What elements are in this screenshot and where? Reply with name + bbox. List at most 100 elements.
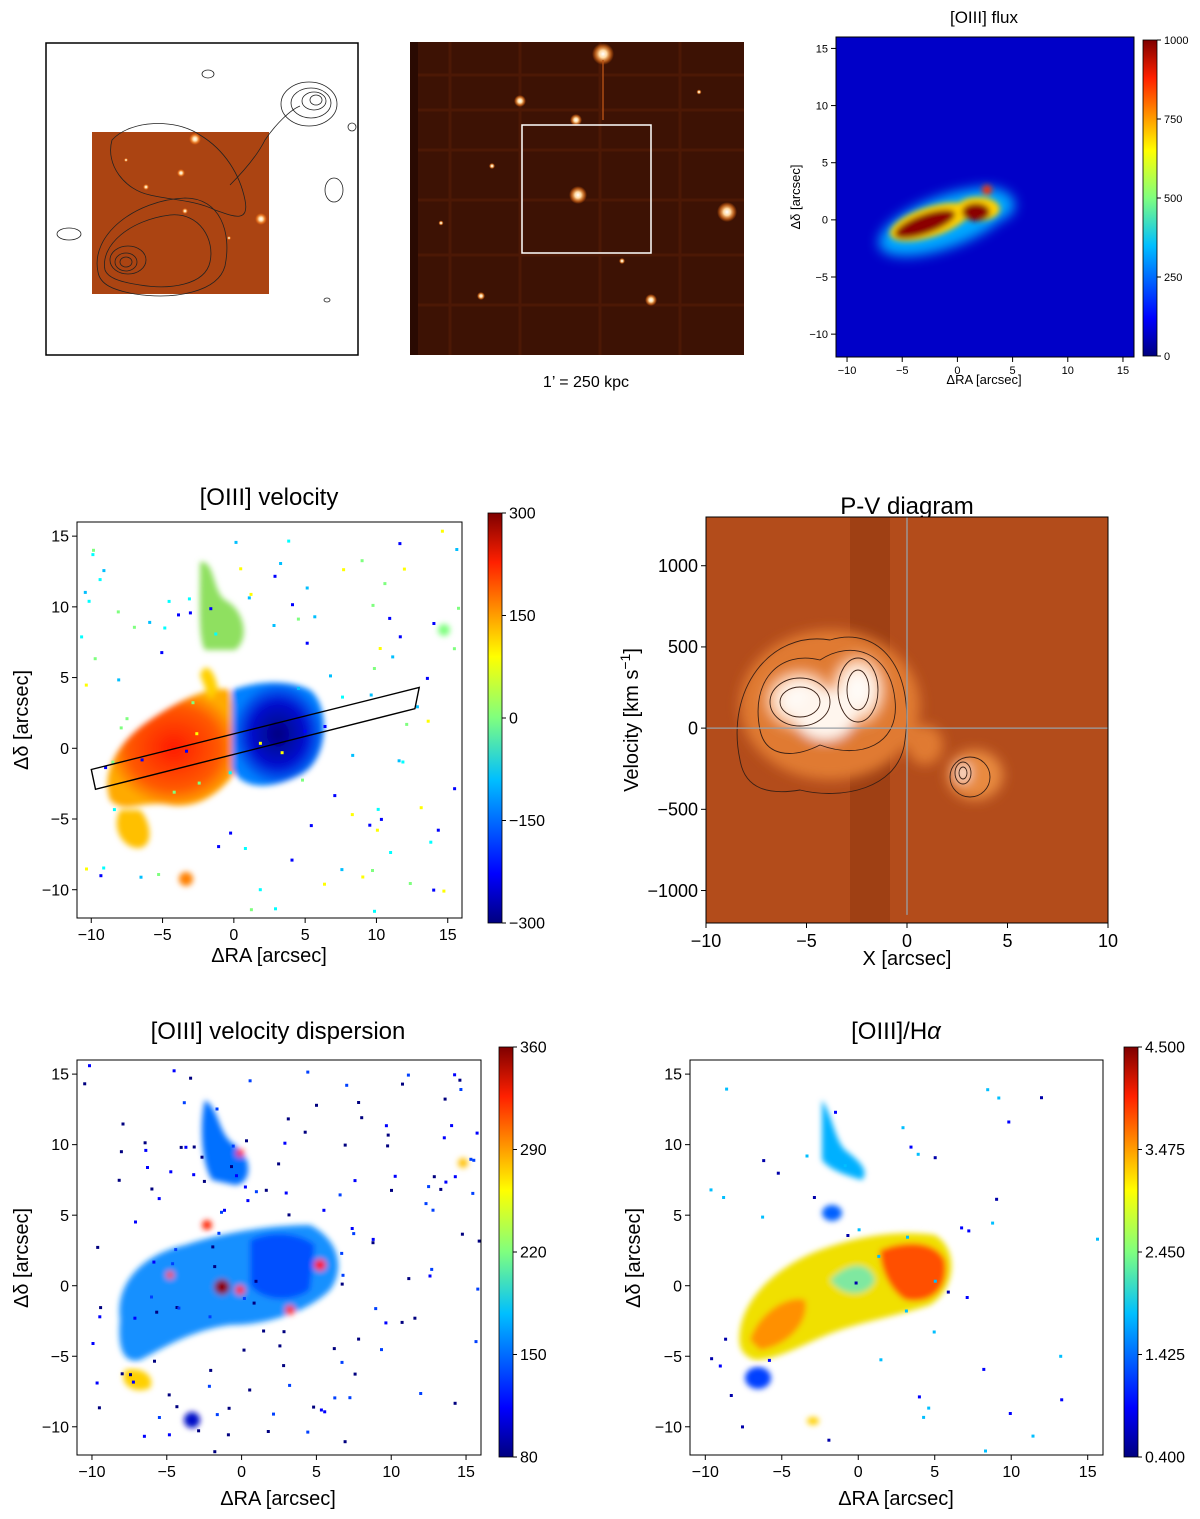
flux-emission — [889, 185, 1000, 242]
x-tick-label: 5 — [930, 1464, 939, 1481]
noise-pixel — [419, 806, 423, 810]
noise-pixel — [442, 889, 446, 893]
noise-pixel — [933, 1279, 937, 1283]
noise-pixel — [854, 1281, 858, 1285]
noise-pixel — [383, 582, 387, 586]
noise-pixel — [386, 1133, 390, 1137]
noise-pixel — [333, 794, 337, 798]
x-tick-label: −5 — [796, 931, 817, 951]
noise-pixel — [209, 607, 213, 611]
noise-pixel — [172, 790, 176, 794]
noise-pixel — [709, 1188, 713, 1192]
noise-pixel — [208, 1315, 212, 1319]
noise-pixel — [217, 845, 221, 849]
noise-pixel — [340, 1360, 344, 1364]
y-tick-label: 15 — [816, 43, 828, 55]
noise-pixel — [323, 882, 326, 886]
x-tick-label: 0 — [854, 1464, 863, 1481]
noise-pixel — [360, 559, 364, 563]
ratio-colorbar-ticks: 0.400 1.425 2.450 3.475 4.500 — [1138, 1040, 1185, 1467]
scale-caption: 1’ = 250 kpc — [543, 374, 629, 391]
x-tick-label: −5 — [896, 365, 909, 377]
noise-pixel — [933, 1156, 937, 1160]
y-tick-label: −5 — [815, 272, 828, 284]
noise-pixel — [340, 1251, 344, 1255]
noise-pixel — [909, 1145, 913, 1149]
noise-pixel — [341, 695, 344, 699]
noise-pixel — [131, 1380, 135, 1384]
slit-outline — [90, 686, 421, 791]
noise-pixel — [272, 1412, 275, 1416]
noise-pixel — [139, 875, 143, 879]
dispersion-title: [OIII] velocity dispersion — [151, 1018, 406, 1045]
noise-pixel — [405, 722, 409, 726]
noise-pixel — [167, 1433, 171, 1437]
ratio-map — [690, 1060, 1103, 1455]
dispersion-frame — [76, 1059, 482, 1456]
noise-pixel — [350, 1227, 354, 1230]
noise-pixel — [725, 1087, 729, 1091]
noise-pixel — [291, 603, 294, 607]
noise-pixel — [287, 1213, 291, 1217]
noise-pixel — [288, 1383, 292, 1387]
ratio-field — [739, 1100, 952, 1425]
y-tick-label: 5 — [60, 1208, 69, 1225]
velocity-ylabel: Δδ [arcsec] — [11, 670, 33, 770]
velocity-ticks: −10 −5 0 5 10 15 −10 −5 0 5 10 15 — [42, 529, 457, 944]
x-tick-label: 0 — [237, 1464, 246, 1481]
velocity-colorbar-ticks: −300 −150 0 150 300 — [502, 506, 545, 933]
star — [570, 114, 582, 126]
noise-pixel — [258, 888, 262, 892]
noise-pixel — [371, 1241, 375, 1245]
star — [569, 186, 587, 204]
noise-pixel — [99, 874, 103, 878]
noise-pixel — [93, 657, 97, 661]
noise-pixel — [322, 1208, 326, 1212]
noise-pixel — [264, 1188, 268, 1192]
dispersion-ylabel: Δδ [arcsec] — [11, 1208, 33, 1308]
noise-pixel — [371, 603, 375, 607]
noise-pixel — [278, 1344, 282, 1348]
noise-pixel — [98, 1315, 102, 1319]
noise-pixel — [99, 1306, 103, 1310]
pv-ylabel-main: Velocity [km s — [621, 670, 643, 792]
noise-pixel — [246, 1199, 250, 1203]
velocity-map — [77, 522, 462, 918]
dispersion-ticks: −10 −5 0 5 10 15 −10 −5 0 5 10 15 — [42, 1067, 475, 1481]
flux-map — [836, 37, 1134, 357]
pv-xlabel: X [arcsec] — [863, 948, 952, 970]
pv-map — [706, 517, 1108, 923]
noise-pixel — [906, 1235, 909, 1239]
noise-pixel — [442, 1136, 446, 1140]
noise-pixel — [228, 771, 232, 775]
noise-pixel — [197, 781, 201, 785]
noise-pixel — [1008, 1412, 1012, 1415]
noise-pixel — [398, 542, 402, 546]
noise-pixel — [272, 624, 276, 627]
noise-pixel — [226, 1433, 230, 1437]
noise-pixel — [150, 1187, 154, 1191]
noise-pixel — [1096, 1237, 1099, 1241]
noise-pixel — [274, 907, 277, 911]
noise-pixel — [843, 1164, 847, 1168]
noise-pixel — [239, 567, 243, 571]
flux-panel: [OIII] flux ΔRA [arcsec] Δδ [arcsec] −10… — [788, 8, 1188, 387]
noise-pixel — [305, 586, 309, 590]
noise-pixel — [406, 1073, 410, 1077]
noise-pixel — [319, 1408, 323, 1412]
noise-pixel — [213, 1450, 217, 1454]
noise-pixel — [424, 1202, 428, 1206]
noise-pixel — [398, 635, 402, 639]
colorbar-tick-label: 220 — [520, 1245, 547, 1262]
noise-pixel — [879, 1358, 883, 1362]
star — [717, 202, 737, 222]
noise-pixel — [431, 1208, 435, 1212]
y-tick-label: 0 — [822, 215, 828, 227]
noise-pixel — [242, 1297, 246, 1300]
noise-pixel — [262, 1329, 266, 1333]
y-tick-label: 10 — [816, 100, 828, 112]
noise-pixel — [361, 875, 365, 879]
noise-pixel — [386, 1144, 390, 1148]
optical-inset-image — [92, 132, 269, 294]
noise-pixel — [234, 540, 238, 544]
